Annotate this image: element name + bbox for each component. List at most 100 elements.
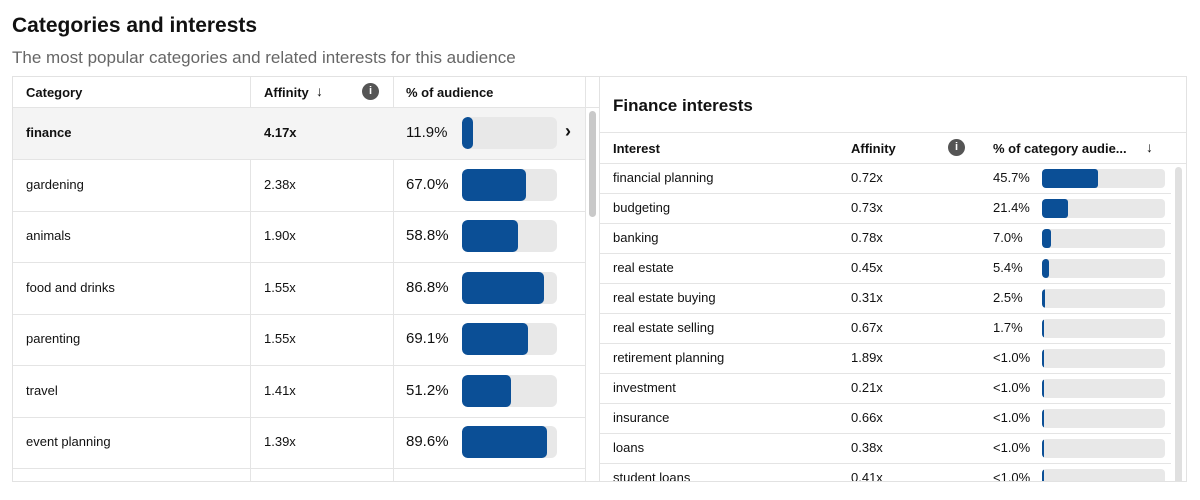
interests-panel: Finance interests Interest Affinity i % …: [599, 76, 1187, 482]
column-header[interactable]: % of category audie...: [993, 141, 1127, 156]
info-icon[interactable]: i: [362, 83, 379, 100]
bar: [462, 117, 474, 149]
row-divider: [600, 463, 1171, 464]
column-header[interactable]: Affinity: [851, 141, 896, 156]
bar-track: [1042, 289, 1165, 308]
bar: [462, 220, 518, 252]
bar-track: [1042, 319, 1165, 338]
interest-name: real estate buying: [613, 290, 716, 305]
interest-name: banking: [613, 230, 659, 245]
bar: [1042, 289, 1046, 308]
column-header[interactable]: Affinity: [264, 85, 309, 100]
column-header[interactable]: Interest: [613, 141, 660, 156]
panel-title: Finance interests: [613, 96, 753, 115]
affinity: 1.39x: [264, 434, 296, 449]
category-name: gardening: [26, 176, 84, 192]
audience-share: 89.6%: [406, 433, 449, 450]
bar: [462, 271, 545, 304]
audience-share: 51.2%: [406, 381, 449, 399]
affinity: 2.38x: [264, 176, 296, 192]
bar: [1042, 259, 1049, 278]
bar-track: [1042, 409, 1165, 428]
affinity: 0.41x: [851, 470, 883, 482]
row-divider: [600, 193, 1171, 194]
audience-share: 86.8%: [406, 278, 449, 296]
title: Categories and interests: [12, 14, 258, 37]
category-share: 7.0%: [993, 230, 1023, 245]
audience-share: 67.0%: [406, 175, 449, 193]
category-name: parenting: [26, 331, 81, 346]
interest-name: real estate selling: [613, 320, 715, 335]
row-divider: [13, 210, 585, 212]
audience-share: 69.1%: [406, 330, 449, 347]
scrollbar[interactable]: [589, 111, 596, 217]
bar-track: [1042, 349, 1165, 368]
bar: [1042, 319, 1045, 338]
interest-name: loans: [613, 440, 645, 455]
affinity: 0.38x: [851, 440, 883, 455]
affinity: 1.41x: [264, 382, 296, 398]
affinity: 0.45x: [851, 260, 883, 275]
interest-name: insurance: [613, 410, 670, 425]
interest-name: real estate: [613, 260, 674, 275]
audience-share: 58.8%: [406, 227, 449, 244]
info-icon[interactable]: i: [948, 139, 965, 156]
bar: [462, 426, 548, 458]
bar-track: [462, 271, 557, 304]
bar-track: [1042, 469, 1165, 481]
bar: [462, 168, 526, 201]
bar: [1042, 169, 1099, 188]
row-divider: [13, 262, 585, 263]
category-share: 5.4%: [993, 260, 1023, 275]
affinity: 0.73x: [851, 200, 883, 215]
affinity: 1.55x: [264, 331, 296, 346]
sort-arrow[interactable]: ↓: [316, 83, 323, 99]
bar-track: [1042, 259, 1165, 278]
bar-track: [1042, 169, 1165, 188]
affinity: 1.89x: [851, 350, 883, 365]
bar: [1042, 409, 1044, 428]
category-share: 2.5%: [993, 290, 1023, 305]
bar-track: [1042, 439, 1165, 458]
affinity: 0.67x: [851, 320, 883, 335]
bar-track: [462, 168, 557, 201]
affinity: 1.90x: [264, 228, 296, 243]
category-name: finance: [26, 125, 72, 140]
scrollbar[interactable]: [1175, 167, 1182, 481]
affinity: 4.17x: [264, 125, 297, 140]
interest-name: budgeting: [613, 200, 671, 215]
bar-track: [462, 220, 557, 252]
category-share: <1.0%: [993, 470, 1031, 482]
affinity: 0.78x: [851, 230, 883, 245]
affinity: 0.72x: [851, 170, 883, 185]
category-share: <1.0%: [993, 350, 1031, 365]
column-header[interactable]: Category: [26, 85, 83, 100]
row-divider: [600, 253, 1171, 254]
sort-arrow[interactable]: ↓: [1146, 139, 1153, 155]
bar-track: [462, 117, 557, 149]
chevron[interactable]: ›: [565, 121, 571, 141]
interest-name: financial planning: [613, 170, 714, 185]
category-share: <1.0%: [993, 410, 1031, 425]
category-share: <1.0%: [993, 380, 1031, 395]
bar: [462, 323, 528, 355]
row-divider: [13, 313, 585, 315]
bar: [1042, 199, 1069, 218]
category-name: food and drinks: [26, 279, 115, 295]
category-name: event planning: [26, 434, 111, 449]
column-header[interactable]: % of audience: [406, 85, 494, 100]
row-divider: [13, 468, 585, 469]
bar: [1042, 229, 1051, 248]
audience-share: 11.9%: [406, 124, 448, 141]
row-divider: [600, 373, 1171, 374]
interest-name: retirement planning: [613, 350, 725, 365]
bar: [1042, 469, 1044, 481]
row-divider: [13, 159, 585, 160]
row-divider: [600, 343, 1171, 344]
row-divider: [600, 403, 1171, 404]
bar-track: [462, 323, 557, 355]
affinity: 0.66x: [851, 410, 883, 425]
row-divider: [600, 223, 1171, 224]
bar: [1042, 379, 1044, 398]
